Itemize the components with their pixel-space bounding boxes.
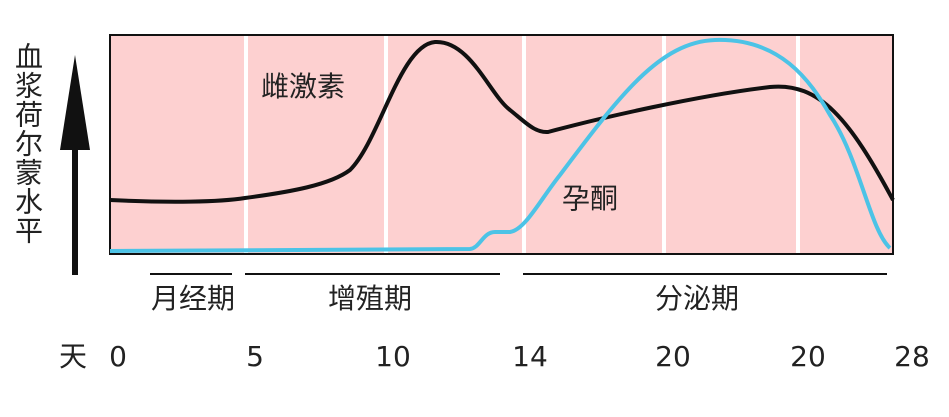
curve-label: 孕酮 [562,182,618,215]
phase-label: 月经期 [151,282,235,315]
estrogen-curve [109,39,895,204]
progesterone-curve [109,37,892,253]
y-axis-label: 血浆荷尔蒙水平 [11,42,44,245]
x-axis-unit: 天 [59,340,87,373]
x-tick-label: 20 [655,340,691,373]
x-tick-label: 0 [109,340,127,373]
up-arrow [60,55,90,275]
x-tick-label: 20 [790,340,826,373]
x-tick-label: 28 [894,340,930,373]
phase-label: 分泌期 [655,282,739,315]
dividers [244,35,800,254]
phase-label: 增殖期 [328,282,412,315]
plot-area [110,35,893,254]
plot-border [109,34,894,255]
x-tick-label: 10 [375,340,411,373]
x-tick-label: 14 [512,340,548,373]
curve-label: 雌激素 [261,70,345,103]
x-tick-label: 5 [246,340,264,373]
